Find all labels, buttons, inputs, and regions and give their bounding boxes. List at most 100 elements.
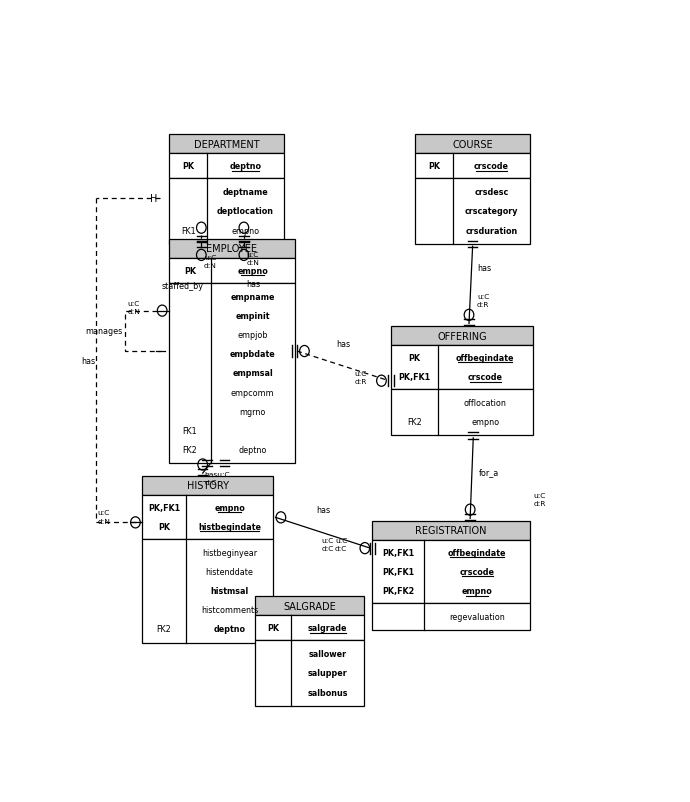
Text: PK: PK [182, 162, 194, 171]
Text: has: has [81, 356, 95, 365]
Text: histbeginyear: histbeginyear [202, 548, 257, 557]
Text: has: has [477, 263, 491, 273]
Text: offlocation: offlocation [464, 399, 506, 407]
Text: empno: empno [471, 418, 500, 427]
Text: FK2: FK2 [157, 625, 171, 634]
Text: empno: empno [462, 586, 493, 595]
Bar [142, 476, 273, 495]
Bar [255, 597, 364, 616]
Text: empbdate: empbdate [230, 350, 275, 358]
Text: u:C: u:C [355, 371, 367, 376]
Bar [169, 283, 295, 464]
Text: crsduration: crsduration [466, 226, 518, 235]
Text: offbegindate: offbegindate [456, 354, 515, 363]
Bar [391, 326, 533, 346]
Text: HISTORY: HISTORY [187, 480, 229, 491]
Text: crsdesc: crsdesc [475, 188, 509, 197]
Text: sallower: sallower [308, 650, 346, 658]
Text: empjob: empjob [237, 330, 268, 340]
Text: PK,FK1: PK,FK1 [148, 503, 180, 512]
Text: salupper: salupper [308, 669, 348, 678]
Text: crscode: crscode [460, 567, 495, 577]
Text: staffed_by: staffed_by [161, 282, 204, 291]
Text: empname: empname [230, 293, 275, 302]
Bar [415, 154, 530, 179]
Text: PK: PK [408, 354, 420, 363]
Bar [142, 539, 273, 642]
Text: d:N: d:N [246, 259, 259, 265]
Text: regevaluation: regevaluation [449, 613, 505, 622]
Text: REGISTRATION: REGISTRATION [415, 525, 487, 536]
Text: empinit: empinit [235, 312, 270, 321]
Text: u:C: u:C [335, 537, 347, 544]
Text: PK: PK [267, 623, 279, 633]
Bar [415, 136, 530, 154]
Text: u:C: u:C [246, 252, 259, 258]
Text: deptlocation: deptlocation [217, 207, 274, 217]
Text: H: H [150, 193, 158, 204]
Text: empcomm: empcomm [231, 388, 275, 397]
Text: d:C: d:C [335, 545, 347, 552]
Text: d:N: d:N [97, 518, 110, 524]
Text: EMPLOYEE: EMPLOYEE [206, 244, 257, 254]
Text: d:N: d:N [128, 308, 140, 314]
Text: PK,FK1: PK,FK1 [398, 373, 431, 382]
Text: d:R: d:R [355, 379, 367, 384]
Bar [255, 640, 364, 706]
Bar [391, 390, 533, 436]
Text: u:C: u:C [533, 492, 546, 498]
Text: offbegindate: offbegindate [448, 548, 506, 557]
Text: FK2: FK2 [182, 446, 197, 455]
Text: PK: PK [428, 162, 440, 171]
Text: empmsal: empmsal [233, 369, 273, 378]
Text: PK,FK2: PK,FK2 [382, 586, 415, 595]
Bar [373, 541, 530, 603]
Text: PK,FK1: PK,FK1 [382, 548, 415, 557]
Text: salbonus: salbonus [307, 687, 348, 697]
Text: FK1: FK1 [181, 226, 195, 235]
Text: d:R: d:R [533, 500, 546, 506]
Bar [169, 179, 284, 245]
Text: d:C: d:C [322, 545, 334, 552]
Bar [169, 154, 284, 179]
Text: d:C: d:C [204, 480, 217, 486]
Text: PK: PK [184, 266, 196, 276]
Text: histbegindate: histbegindate [198, 522, 261, 531]
Text: DEPARTMENT: DEPARTMENT [194, 140, 259, 150]
Text: histcomments: histcomments [201, 606, 258, 614]
Text: deptno: deptno [213, 625, 246, 634]
Text: u:C: u:C [204, 255, 217, 261]
Text: u:C: u:C [322, 537, 334, 544]
Text: OFFERING: OFFERING [437, 331, 486, 341]
Bar [169, 136, 284, 154]
Text: deptname: deptname [223, 188, 268, 197]
Text: has: has [246, 280, 261, 289]
Text: crscode: crscode [468, 373, 503, 382]
Text: d:R: d:R [477, 302, 489, 308]
Bar [373, 521, 530, 541]
Bar [255, 616, 364, 640]
Text: FK1: FK1 [183, 427, 197, 435]
Text: empno: empno [237, 266, 268, 276]
Text: deptno: deptno [239, 446, 267, 455]
Text: PK,FK1: PK,FK1 [382, 567, 415, 577]
Text: u:C: u:C [477, 294, 489, 300]
Text: deptno: deptno [230, 162, 262, 171]
Bar [169, 240, 295, 259]
Text: histenddate: histenddate [206, 567, 253, 577]
Bar [142, 495, 273, 539]
Bar [391, 346, 533, 390]
Text: for_a: for_a [479, 468, 499, 477]
Text: FK2: FK2 [407, 418, 422, 427]
Text: COURSE: COURSE [452, 140, 493, 150]
Text: salgrade: salgrade [308, 623, 347, 633]
Bar [415, 179, 530, 245]
Text: crscategory: crscategory [465, 207, 518, 217]
Text: crscode: crscode [474, 162, 509, 171]
Text: empno: empno [232, 226, 259, 235]
Text: hasu:C: hasu:C [204, 472, 230, 478]
Text: u:C: u:C [97, 510, 110, 516]
Text: manages: manages [86, 327, 123, 336]
Text: PK: PK [158, 522, 170, 531]
Bar [373, 603, 530, 630]
